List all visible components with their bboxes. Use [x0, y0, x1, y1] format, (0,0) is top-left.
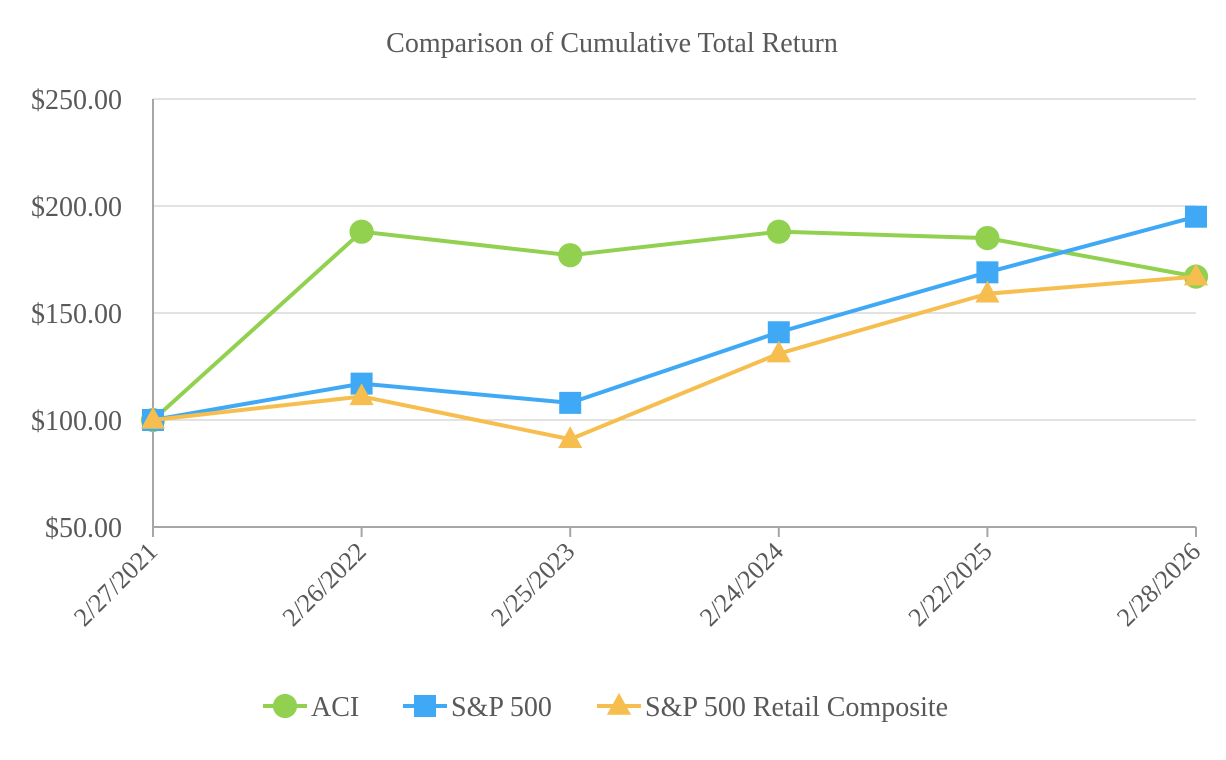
- data-point: [976, 261, 999, 284]
- data-point: [975, 226, 1000, 251]
- x-tick-label: 2/24/2024: [694, 537, 789, 632]
- data-point: [1183, 263, 1209, 286]
- series-line: [152, 214, 1197, 422]
- data-point: [140, 406, 166, 429]
- legend-marker: [606, 692, 632, 715]
- y-tick-label: $100.00: [31, 406, 122, 437]
- data-point: [559, 391, 582, 414]
- data-point: [558, 243, 583, 268]
- data-point: [766, 219, 791, 244]
- legend-item: S&P 500 Retail Composite: [597, 692, 948, 723]
- series-group: [140, 205, 1209, 448]
- y-axis-ticks: $50.00 $100.00 $150.00 $200.00 $250.00: [31, 85, 122, 544]
- x-axis-ticks: 2/27/2021 2/26/2022 2/25/2023 2/24/2024 2/22…: [68, 527, 1206, 632]
- series-line: [151, 229, 1197, 422]
- legend-label: ACI: [311, 692, 359, 723]
- legend-item: ACI: [263, 692, 359, 723]
- data-point: [349, 219, 374, 244]
- x-tick-label: 2/27/2021: [68, 537, 163, 632]
- chart-title: Comparison of Cumulative Total Return: [386, 28, 838, 59]
- x-tick-label: 2/25/2023: [485, 537, 580, 632]
- legend: ACI S&P 500 S&P 500 Retail Composite: [263, 692, 948, 723]
- y-tick-label: $50.00: [45, 513, 122, 544]
- legend-item: S&P 500: [403, 692, 552, 723]
- legend-label: S&P 500: [451, 692, 552, 723]
- series-2: [140, 263, 1209, 448]
- grid-lines: [153, 98, 1196, 421]
- series-0: [140, 219, 1209, 433]
- legend-marker: [414, 695, 436, 717]
- data-point: [1185, 205, 1207, 228]
- y-tick-label: $150.00: [31, 299, 122, 330]
- x-tick-label: 2/26/2022: [277, 537, 372, 632]
- data-point: [349, 383, 374, 406]
- y-tick-label: $200.00: [31, 192, 122, 223]
- data-point: [766, 340, 791, 363]
- data-point: [767, 321, 790, 344]
- legend-label: S&P 500 Retail Composite: [645, 692, 948, 723]
- axes: [152, 99, 1196, 528]
- y-tick-label: $250.00: [31, 85, 122, 116]
- series-line: [152, 274, 1197, 442]
- x-tick-label: 2/22/2025: [903, 537, 998, 632]
- x-tick-label: 2/28/2026: [1111, 537, 1206, 632]
- data-point: [975, 280, 1000, 303]
- legend-marker: [272, 693, 298, 719]
- data-point: [558, 426, 583, 448]
